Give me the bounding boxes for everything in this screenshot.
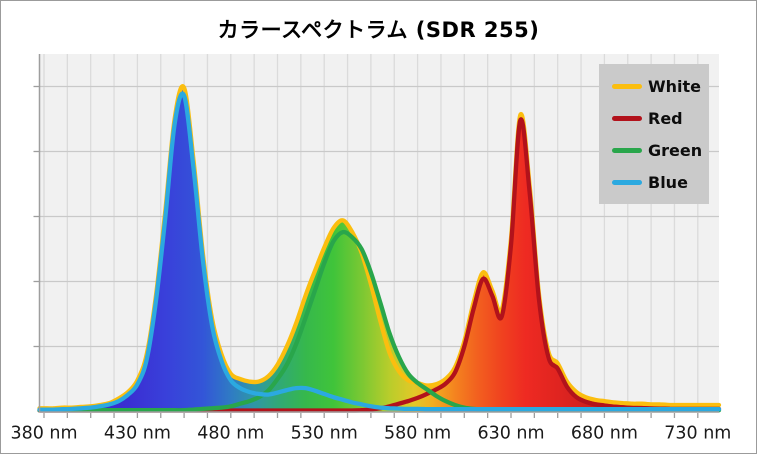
legend-label-green: Green (648, 140, 703, 160)
x-tick-label: 630 nm (477, 424, 544, 444)
x-tick-label: 380 nm (10, 424, 77, 444)
legend-item-red: Red (599, 109, 709, 128)
legend-label-red: Red (648, 108, 683, 128)
green-series-swatch (612, 147, 642, 153)
legend: White Red Green Blue (599, 64, 709, 204)
legend-item-blue: Blue (599, 173, 709, 192)
white-series-swatch (612, 83, 642, 89)
x-tick-label: 530 nm (291, 424, 358, 444)
legend-item-green: Green (599, 141, 709, 160)
legend-label-white: White (648, 76, 702, 96)
x-tick-label: 480 nm (197, 424, 264, 444)
x-tick-label: 730 nm (664, 424, 731, 444)
legend-label-blue: Blue (648, 172, 688, 192)
x-tick-label: 430 nm (104, 424, 171, 444)
legend-item-white: White (599, 77, 709, 96)
blue-series-swatch (612, 179, 642, 185)
series-line-blue (37, 91, 722, 412)
red-series-swatch (612, 115, 642, 121)
x-tick-label: 680 nm (571, 424, 638, 444)
series-area-blue (39, 93, 719, 412)
chart-title: カラースペクトラム (SDR 255) (217, 18, 540, 42)
x-tick-label: 580 nm (384, 424, 451, 444)
